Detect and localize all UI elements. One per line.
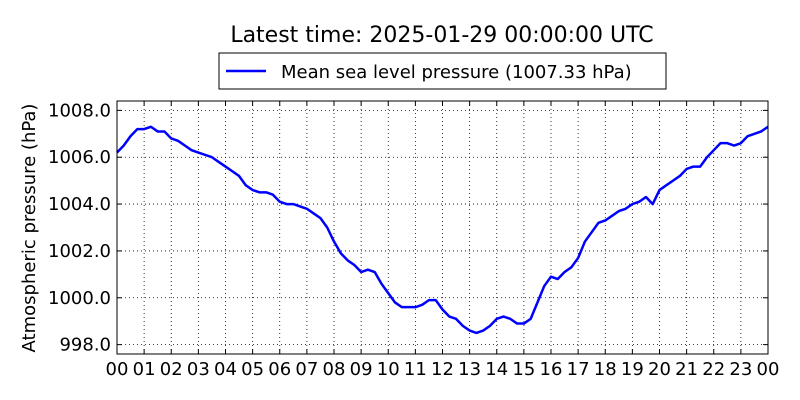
x-tick-label: 12 [431,359,454,380]
x-tick-label: 09 [350,359,373,380]
legend-label: Mean sea level pressure (1007.33 hPa) [281,62,632,83]
x-tick-label: 23 [729,359,752,380]
x-tick-label: 03 [187,359,210,380]
x-tick-label: 08 [323,359,346,380]
x-tick-label: 07 [295,359,318,380]
series-layer [116,125,769,335]
x-tick-label: 13 [458,359,481,380]
x-tick-label: 05 [241,359,264,380]
legend-box [218,52,667,90]
y-axis: 998.0 1000.0 1002.0 1004.0 1006.0 1008.0 [48,100,768,356]
x-tick-label: 18 [594,359,617,380]
y-tick-label: 1008.0 [48,100,111,121]
x-tick-label: 10 [377,359,400,380]
x-tick-label: 00 [757,359,780,380]
x-tick-label: 22 [702,359,725,380]
x-tick-label: 19 [621,359,644,380]
series-line-pressure [116,125,769,335]
x-tick-label: 20 [648,359,671,380]
y-tick-label: 1002.0 [48,241,111,262]
chart-title: Latest time: 2025-01-29 00:00:00 UTC [230,23,653,48]
x-tick-label: 02 [160,359,183,380]
x-tick-label: 01 [133,359,156,380]
x-axis: 00 01 02 03 04 05 06 07 08 09 10 11 12 13 14 15 16 17 18 19… [106,101,780,380]
x-tick-label: 04 [214,359,237,380]
y-tick-label: 1004.0 [48,194,111,215]
x-tick-label: 17 [567,359,590,380]
x-tick-label: 14 [485,359,508,380]
x-tick-label: 21 [675,359,698,380]
x-tick-label: 00 [106,359,129,380]
y-tick-label: 1000.0 [48,288,111,309]
x-tick-label: 16 [540,359,563,380]
y-tick-label: 998.0 [59,335,111,356]
y-tick-label: 1006.0 [48,147,111,168]
y-axis-label: Atmospheric pressure (hPa) [19,104,40,353]
x-tick-label: 06 [268,359,291,380]
grid [117,101,768,354]
x-tick-label: 15 [512,359,535,380]
x-tick-label: 11 [404,359,427,380]
legend: Mean sea level pressure (1007.33 hPa) [218,52,667,90]
